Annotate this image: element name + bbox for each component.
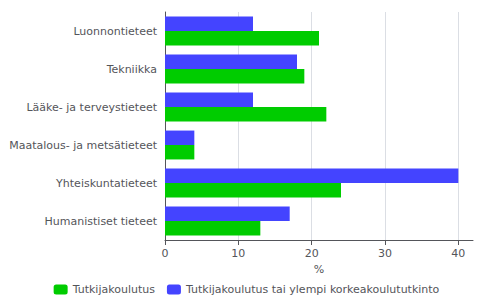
- svg-text:40: 40: [451, 247, 465, 260]
- svg-text:30: 30: [378, 247, 392, 260]
- svg-text:Tekniikka: Tekniikka: [106, 63, 157, 76]
- svg-text:Yhteiskuntatieteet: Yhteiskuntatieteet: [55, 177, 158, 190]
- svg-text:Lääke- ja terveystieteet: Lääke- ja terveystieteet: [26, 101, 157, 114]
- svg-text:Humanistiset tieteet: Humanistiset tieteet: [45, 215, 158, 228]
- svg-text:Tutkijakoulutus tai ylempi kor: Tutkijakoulutus tai ylempi korkeakoulutu…: [185, 283, 440, 296]
- svg-text:10: 10: [231, 247, 245, 260]
- svg-text:0: 0: [162, 247, 169, 260]
- svg-text:Tutkijakoulutus: Tutkijakoulutus: [72, 283, 156, 296]
- svg-text:%: %: [314, 263, 324, 276]
- svg-text:Maatalous- ja metsätieteet: Maatalous- ja metsätieteet: [9, 139, 158, 152]
- svg-text:20: 20: [305, 247, 319, 260]
- svg-text:Luonnontieteet: Luonnontieteet: [73, 25, 157, 38]
